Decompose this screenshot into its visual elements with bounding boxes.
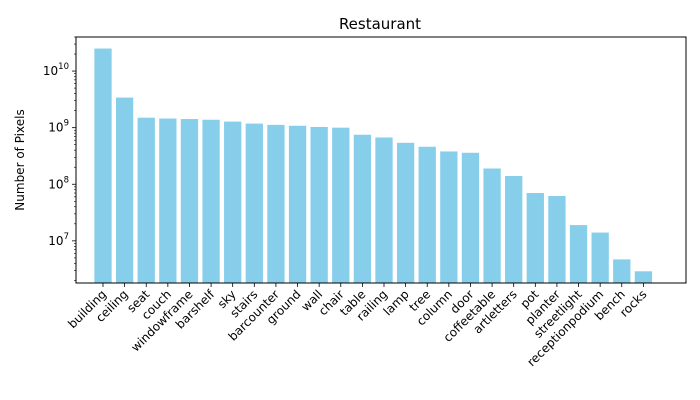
bar-wall [310, 126, 328, 284]
chart-title: Restaurant [339, 15, 421, 33]
bar-table [353, 134, 372, 283]
bar-coffeetable [483, 168, 501, 283]
bar-planter [548, 196, 566, 283]
bar-pot [526, 193, 544, 283]
plot-frame [75, 36, 687, 284]
y-axis-label: Number of Pixels [13, 109, 27, 210]
y-tick-label: 109 [48, 119, 69, 135]
bar-column [440, 151, 458, 283]
bar-artletters [505, 175, 523, 283]
bar-stairs [245, 123, 263, 283]
bar-seat [137, 117, 155, 283]
bar-barshelf [202, 119, 220, 283]
bar-streetlight [569, 225, 588, 283]
y-tick-label: 1010 [43, 62, 69, 78]
bar-tree [418, 146, 436, 283]
bar-chair [332, 127, 350, 283]
bar-ceiling [115, 97, 134, 283]
y-axis-ticks: 107 108 109 1010 [43, 62, 76, 248]
bar-lamp [396, 142, 415, 283]
y-tick-label: 107 [48, 232, 69, 248]
bar-ground [288, 125, 307, 283]
x-axis-ticks: buildingceilingseatcouchwindowframebarsh… [65, 283, 650, 369]
bar-couch [159, 118, 177, 283]
bar-rocks [634, 271, 653, 283]
bars-group [94, 48, 653, 284]
bar-sky [224, 121, 242, 284]
y-tick-label: 108 [48, 175, 69, 191]
bar-railing [375, 137, 393, 283]
bar-barcounter [267, 124, 285, 283]
bar-door [461, 152, 480, 283]
bar-receptionpodium [591, 232, 609, 283]
bar-windowframe [180, 119, 199, 284]
bar-building [94, 48, 112, 284]
bar-bench [613, 259, 631, 283]
